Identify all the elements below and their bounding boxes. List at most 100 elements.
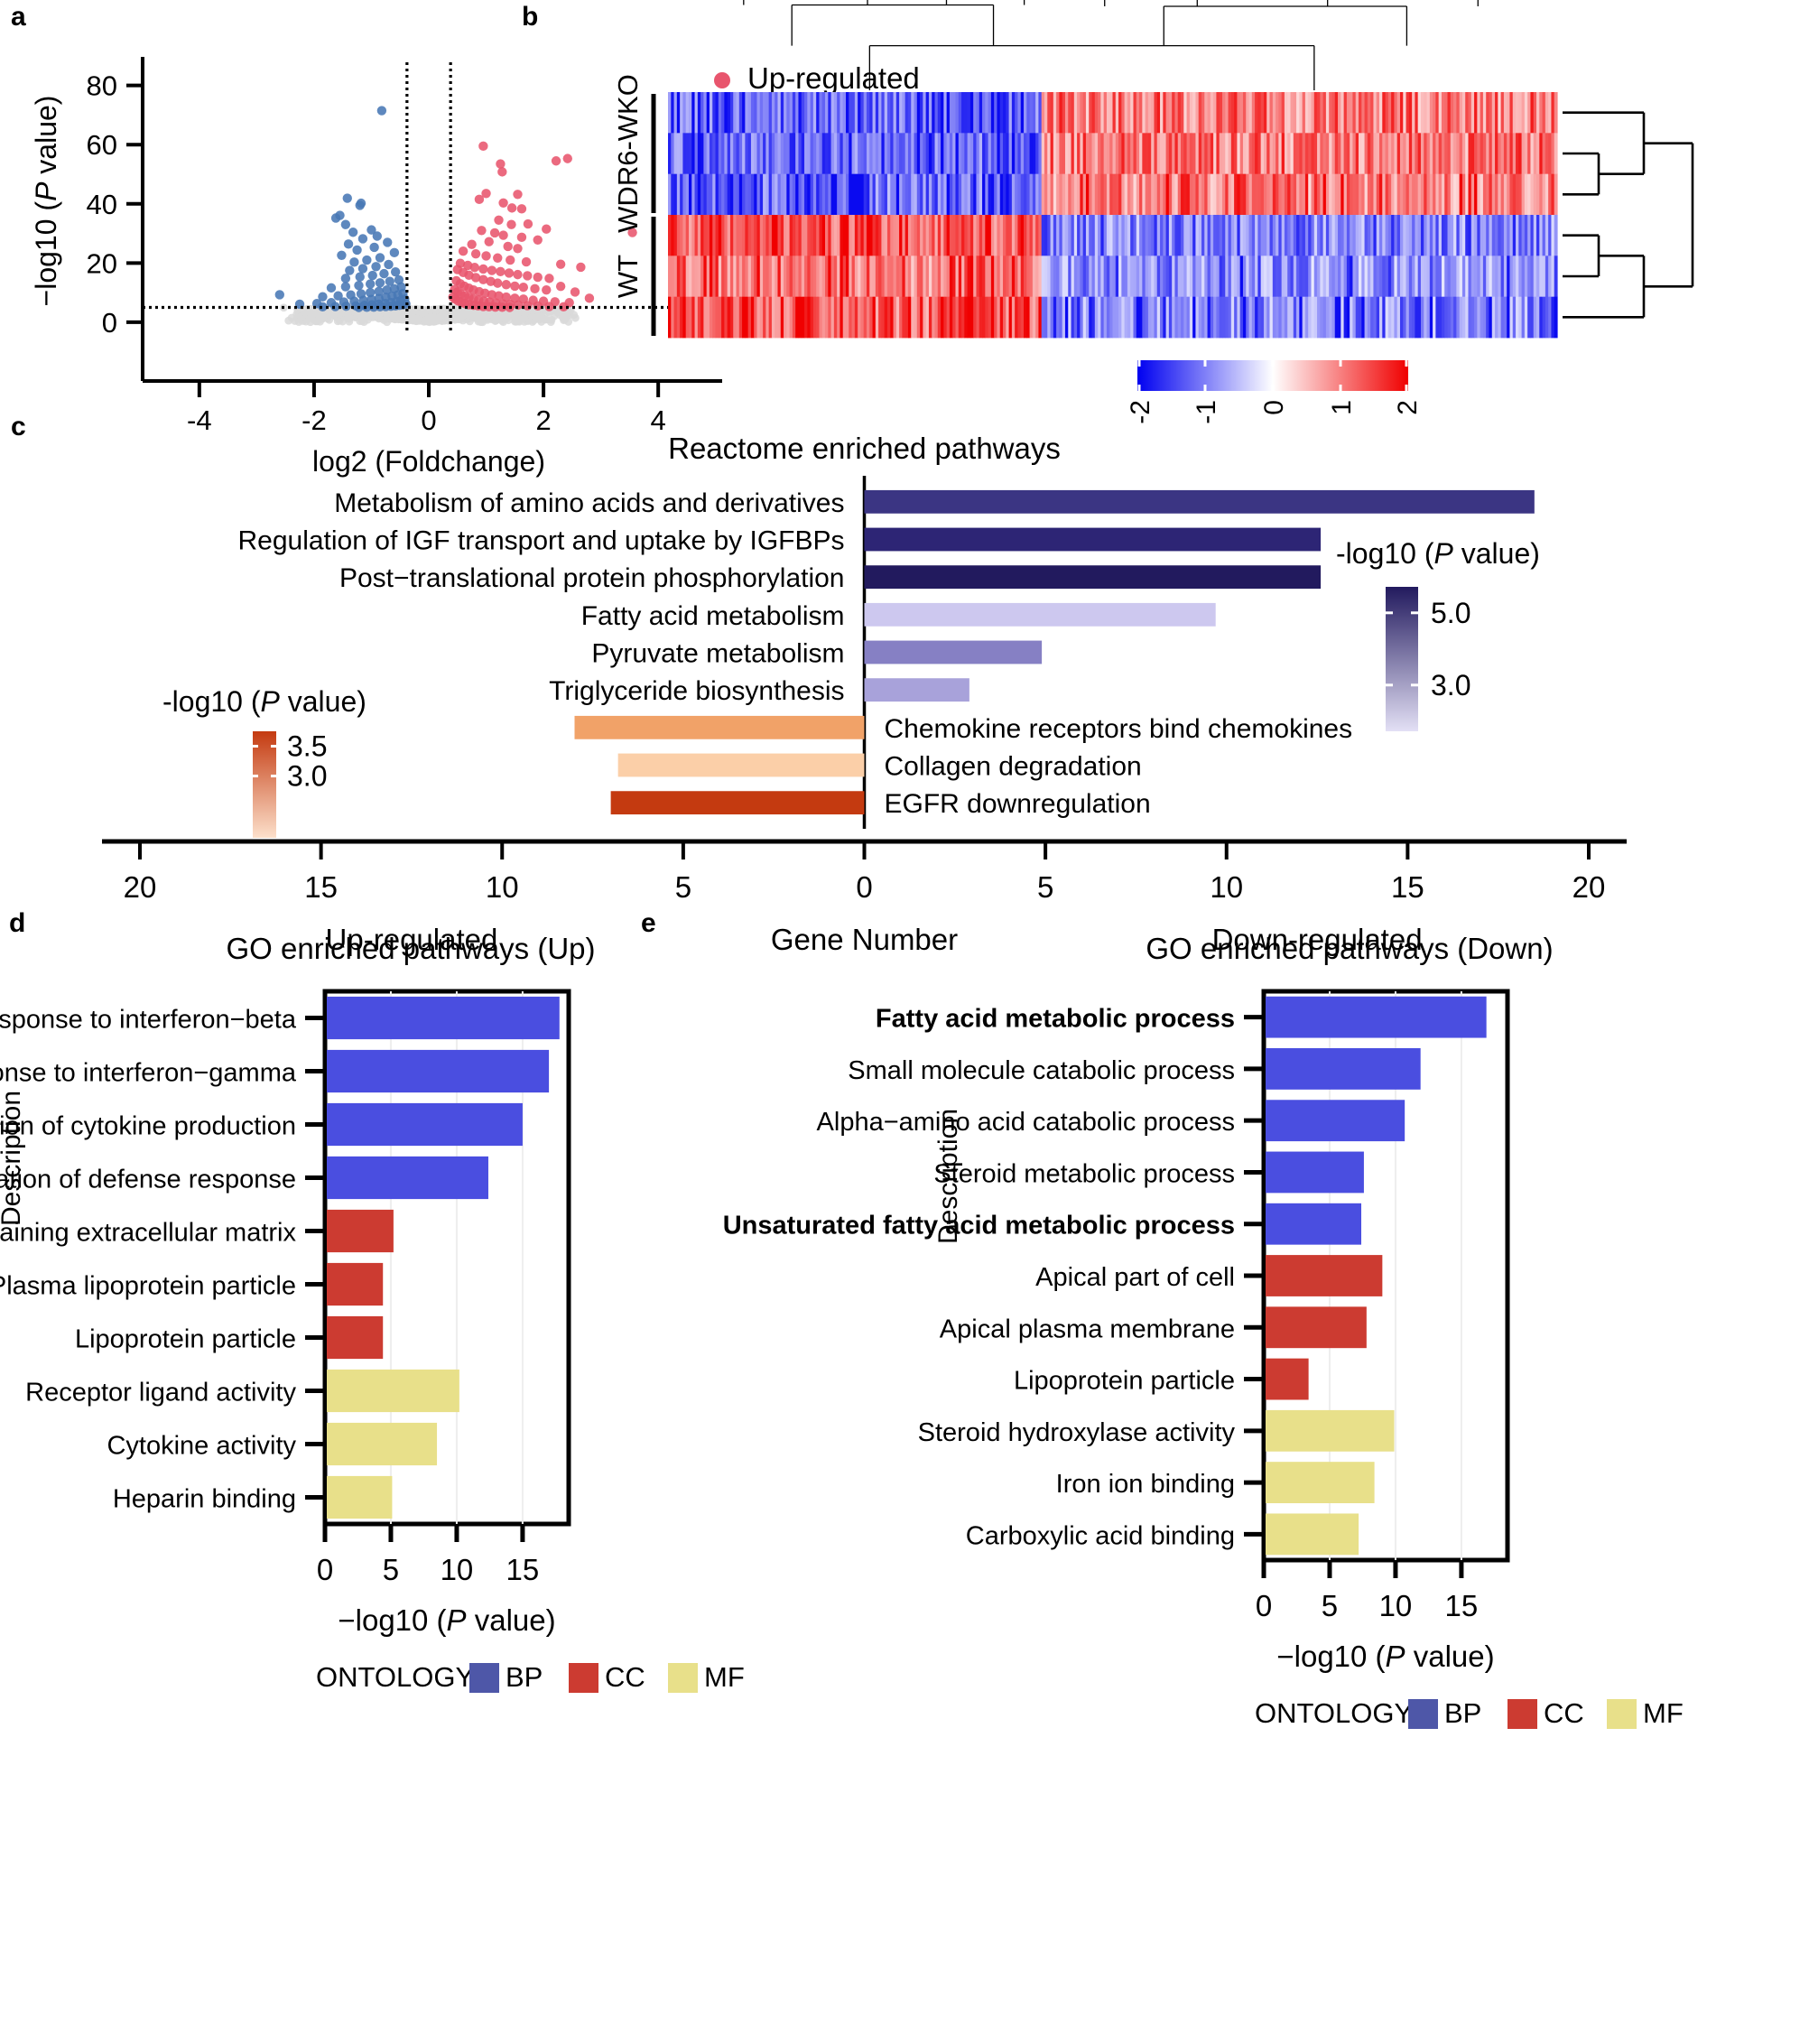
- go-category-label: Cytokine activity: [107, 1432, 296, 1461]
- up-regulated-points: [448, 141, 637, 312]
- go-bar: [327, 1156, 488, 1200]
- go-category-label: Steroid hydroxylase activity: [918, 1418, 1236, 1447]
- panel-c-x-tick-label: 5: [675, 870, 691, 904]
- ontology-legend-label: BP: [506, 1661, 543, 1693]
- go-category-label: Receptor ligand activity: [25, 1379, 296, 1408]
- go-bar: [1266, 1462, 1375, 1503]
- reactome-bar: [574, 715, 865, 739]
- panel-b-heatmap: WDR6-WKO WT -2 -1 0 1 2: [560, 0, 1805, 424]
- go-category-label: Iron ion binding: [1056, 1470, 1235, 1499]
- go-bar: [1266, 1151, 1364, 1194]
- go-x-tick-label: 5: [1322, 1589, 1338, 1622]
- reactome-bar: [864, 602, 1216, 627]
- go-x-tick-label: 0: [317, 1553, 333, 1586]
- ontology-legend-label: BP: [1444, 1697, 1481, 1729]
- go-category-label: Apical part of cell: [1035, 1263, 1235, 1292]
- ontology-legend-swatch: [1408, 1699, 1438, 1729]
- panel-c-legend-up-tick: 3.5: [287, 730, 327, 763]
- go-y-axis-label: Description: [933, 1109, 963, 1244]
- reactome-category-label: Regulation of IGF transport and uptake b…: [237, 526, 844, 556]
- y-tick-label: 80: [87, 70, 117, 102]
- reactome-category-label: Fatty acid metabolism: [581, 601, 845, 631]
- row-group-label-wdr6wko: WDR6-WKO: [612, 74, 644, 233]
- go-bar: [327, 1315, 384, 1360]
- x-tick-label: -2: [302, 404, 327, 436]
- reactome-category-label: Post−translational protein phosphorylati…: [339, 563, 845, 593]
- go-bars: [1266, 996, 1487, 1556]
- panel-c-reactome-chart: Reactome enriched pathways Metabolism of …: [0, 424, 1796, 956]
- go-bars: [327, 996, 560, 1519]
- panel-c-legend-down-title: -log10 (P value): [1336, 537, 1540, 570]
- y-tick-label: 60: [87, 129, 117, 161]
- go-up-svg: GO enriched pathways (Up) Cellular respon…: [0, 932, 745, 1693]
- reactome-bar: [864, 678, 969, 702]
- ontology-legend-label: MF: [704, 1661, 745, 1693]
- reactome-bar: [864, 489, 1535, 514]
- go-category-label: Lipoprotein particle: [1014, 1367, 1235, 1396]
- panel-c-x-tick-label: 15: [1391, 870, 1424, 904]
- volcano-svg: 0 20 40 60 80 -4 -2 0 2 4 log2 (Foldchange) −log10 …: [30, 57, 958, 478]
- panel-d-title: GO enriched pathways (Up): [226, 932, 595, 965]
- go-category-label: Carboxylic acid binding: [966, 1521, 1235, 1550]
- go-bar: [327, 1049, 550, 1093]
- go-bar: [1266, 1203, 1361, 1245]
- go-category-label: Cellular response to interferon−beta: [0, 1006, 297, 1035]
- go-category-label: Heparin binding: [113, 1485, 296, 1514]
- panel-e-title: GO enriched pathways (Down): [1146, 932, 1553, 965]
- heatmap-cells: [668, 92, 1558, 339]
- panel-c-x-tick-label: 10: [486, 870, 519, 904]
- go-bar: [327, 996, 560, 1040]
- go-category-label: Collagen−containing extracellular matrix: [0, 1219, 296, 1248]
- go-bar: [1266, 1100, 1405, 1142]
- heatmap-svg: WDR6-WKO WT -2 -1 0 1 2: [612, 0, 1694, 424]
- reactome-svg: Reactome enriched pathways Metabolism of …: [102, 432, 1627, 956]
- panel-c-x-tick-label: 0: [856, 870, 872, 904]
- go-bar: [1266, 1358, 1309, 1400]
- reactome-bar: [864, 565, 1322, 590]
- go-bar: [1266, 1306, 1367, 1349]
- panel-c-x-tick-label: 5: [1037, 870, 1053, 904]
- ontology-legend-swatch: [469, 1663, 499, 1693]
- go-category-label: Unsaturated fatty acid metabolic process: [723, 1212, 1235, 1240]
- y-axis-label: −log10 (P value): [30, 96, 62, 307]
- colorbar-tick-label: 2: [1393, 400, 1423, 415]
- go-bar: [327, 1475, 393, 1519]
- go-x-tick-label: 0: [1256, 1589, 1272, 1622]
- y-tick-label: 20: [87, 247, 117, 279]
- go-category-label: Alpha−amino acid catabolic process: [817, 1108, 1235, 1137]
- go-bar: [327, 1422, 438, 1466]
- ontology-legend-title: ONTOLOGY: [316, 1661, 474, 1693]
- panel-c-x-tick-label: 20: [124, 870, 157, 904]
- ontology-legend-swatch: [668, 1663, 698, 1693]
- panel-a-volcano-plot: 0 20 40 60 80 -4 -2 0 2 4 log2 (Foldchange) −log10 …: [0, 18, 958, 478]
- colorbar-tick-label: -2: [1126, 400, 1155, 424]
- panel-d-go-up-chart: GO enriched pathways (Up) Cellular respon…: [0, 928, 903, 2039]
- reactome-category-label: Pyruvate metabolism: [591, 639, 844, 669]
- go-bar: [1266, 1048, 1421, 1090]
- panel-letter-b: b: [522, 2, 539, 32]
- x-label-down-regulated: Down-regulated: [1212, 923, 1423, 956]
- panel-c-legend-up-title: -log10 (P value): [162, 685, 366, 718]
- panel-d-x-axis-label: −log10 (P value): [338, 1603, 555, 1637]
- panel-c-x-tick-label: 15: [304, 870, 338, 904]
- go-bar: [327, 1209, 394, 1253]
- go-x-tick-label: 10: [441, 1553, 474, 1586]
- go-bar: [327, 1102, 523, 1147]
- x-tick-label: 4: [651, 404, 666, 436]
- panel-letter-e: e: [641, 908, 656, 938]
- row-dendrogram: [1563, 111, 1694, 319]
- go-bar: [1266, 1409, 1395, 1452]
- go-down-svg: GO enriched pathways (Down) Fatty acid me…: [723, 932, 1684, 1729]
- panel-c-title: Reactome enriched pathways: [668, 432, 1061, 465]
- y-tick-label: 40: [87, 189, 117, 220]
- x-label-up-regulated: Up-regulated: [326, 923, 498, 956]
- reactome-bar: [864, 640, 1043, 664]
- go-y-axis-label: Description: [0, 1091, 26, 1226]
- legend-marker: [714, 72, 730, 88]
- reactome-category-label: Chemokine receptors bind chemokines: [885, 714, 1353, 744]
- go-category-label: Positive regulation of defense response: [0, 1166, 296, 1194]
- go-x-tick-label: 10: [1379, 1589, 1413, 1622]
- row-group-label-wt: WT: [612, 255, 644, 298]
- panel-letter-c: c: [11, 412, 26, 441]
- reactome-bars: [574, 489, 1535, 815]
